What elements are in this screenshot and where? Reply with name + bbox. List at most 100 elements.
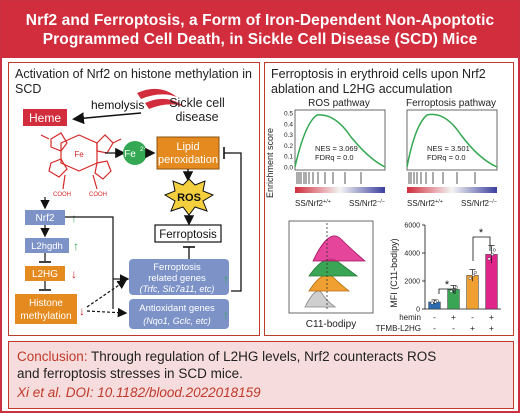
treatment-mark: +	[470, 323, 475, 333]
gsea-barcode-ros	[296, 172, 362, 184]
bar-ylabel: MFI (C11-bodipy)	[389, 238, 399, 307]
ferro-genes-label-3: (Trfc, Slc7a11, etc)	[140, 284, 215, 294]
flow-cytometry-histograms	[288, 220, 374, 314]
right-panel: Ferroptosis in erythroid cells upon Nrf2…	[264, 62, 514, 336]
l2hgdh-label: L2hgdh	[31, 241, 63, 252]
sickle-label-1: Sickle cell	[169, 96, 225, 110]
bar-tick-label: 2000	[404, 279, 420, 286]
flow-xlabel: C11-bodipy	[306, 319, 356, 330]
ferroptosis-label: Ferroptosis	[159, 229, 217, 241]
heme-label: Heme	[29, 111, 61, 125]
gsea-nes-ros: NES = 3.069	[315, 144, 358, 153]
sickle-label-2: disease	[175, 110, 218, 124]
data-point	[487, 257, 491, 261]
conclusion-lead: Conclusion:	[17, 349, 88, 364]
fe-center-label: Fe	[74, 150, 84, 159]
gsea-curve-ros	[294, 114, 386, 168]
histone-dashed-arrow-1	[86, 279, 127, 308]
bar-chart-bars	[428, 245, 498, 310]
data-point	[473, 270, 477, 275]
right-panel-title: Ferroptosis in erythroid cells upon Nrf2…	[271, 67, 486, 97]
gsea-tick-label: 0.1	[284, 154, 293, 161]
citation: Xi et al. DOI: 10.1182/blood.2022018159	[17, 385, 261, 400]
heme-structure-icon	[40, 132, 122, 190]
inhibition-line-lipid	[231, 152, 242, 292]
gsea-tick-label: 0.2	[284, 143, 293, 150]
nrf2-box	[25, 210, 65, 225]
gsea-rank-bar-ros	[295, 187, 385, 193]
cooh-label-2: COOH	[89, 192, 107, 198]
nrf2-up-arrow-icon: ↑	[71, 211, 77, 225]
gsea-rank-bar-ferroptosis	[407, 187, 497, 193]
ferro-genes-label-2: related genes	[148, 273, 206, 284]
gsea-plot-ros-frame	[294, 109, 386, 171]
significance-star-2: *	[479, 227, 484, 239]
l2hg-down-arrow-icon: ↓	[71, 267, 77, 281]
data-point	[471, 273, 475, 277]
treatment-mark: -	[433, 312, 436, 322]
l2hgdh-up-arrow-icon: ↑	[73, 239, 79, 253]
treatment-mark: -	[452, 323, 455, 333]
gsea-tick-label: 0.5	[284, 111, 293, 118]
results-figure: Enrichment score 0.5 0.4 0.3 0.2 0.1 0.0 ROS …	[265, 98, 501, 333]
antiox-label-2: (Nqo1, Gclc, etc)	[143, 316, 211, 326]
lipid-label-1: Lipid	[176, 141, 199, 153]
treatment-mark: +	[489, 312, 494, 322]
right-title-line-2: ablation and L2HG accumulation	[271, 82, 453, 96]
nrf2-to-genes-line	[65, 216, 114, 309]
left-panel-title: Activation of Nrf2 on histone methylatio…	[15, 67, 252, 97]
left-panel: Activation of Nrf2 on histone methylatio…	[8, 62, 260, 336]
histone-methylation-box	[15, 294, 77, 324]
conclusion-text-1: Through regulation of L2HG levels, Nrf2 …	[87, 349, 437, 364]
data-point	[430, 301, 434, 305]
significance-star-1: *	[445, 279, 450, 291]
hemolysis-label: hemolysis	[91, 98, 144, 112]
histone-down-arrow-icon: ↓	[79, 304, 85, 318]
data-point	[490, 252, 494, 256]
gsea-y-ticks: 0.5 0.4 0.3 0.2 0.1 0.0	[284, 111, 293, 172]
l2hg-box	[25, 266, 65, 281]
ros-label: ROS	[177, 192, 201, 204]
histone-label-2: methylation	[20, 311, 71, 322]
gsea-fdr-ros: FDRq = 0.0	[315, 153, 354, 162]
treatment-mark: +	[489, 323, 494, 333]
conclusion-line-1: Conclusion: Through regulation of L2HG l…	[17, 348, 505, 365]
gsea-fdr-ferroptosis: FDRq = 0.0	[427, 153, 466, 162]
gsea-title-ros: ROS pathway	[308, 98, 370, 109]
ferro-genes-up-arrow-icon: ↑	[223, 272, 229, 286]
ferroptosis-box	[154, 224, 222, 243]
histone-dashed-arrow-2	[86, 307, 128, 318]
left-title-line-2: SCD	[15, 82, 42, 96]
gsea-right-label-ros: SS/Nrf2−/−	[349, 199, 385, 208]
antiox-label-1: Antioxidant genes	[139, 303, 215, 314]
conclusion-line-2: and ferroptosis stresses in SCD mice.	[17, 366, 243, 381]
gsea-title-ferroptosis: Ferroptosis pathway	[406, 98, 496, 109]
ferro-genes-label-1: Ferroptosis	[153, 262, 201, 273]
gsea-right-label-ferroptosis: SS/Nrf2−/−	[461, 199, 497, 208]
treatment-mark: +	[451, 312, 456, 322]
bar-tick-label: 4000	[404, 251, 420, 258]
significance-brackets	[438, 236, 491, 294]
gsea-nes-ferroptosis: NES = 3.501	[427, 144, 470, 153]
gsea-left-label-ros: SS/Nrf2+/+	[295, 199, 331, 208]
histogram-pink	[312, 235, 367, 262]
treatment-row-label: TFMB-L2HG	[376, 324, 421, 333]
fe-label: Fe	[124, 149, 136, 160]
antioxidant-genes-box	[129, 299, 229, 329]
title-bar: Nrf2 and Ferroptosis, a Form of Iron-Dep…	[2, 2, 518, 58]
l2hgdh-box	[25, 238, 69, 253]
data-point	[449, 289, 453, 293]
histone-label-1: Histone	[29, 298, 63, 309]
right-title-line-1: Ferroptosis in erythroid cells upon Nrf2	[271, 67, 486, 81]
gsea-tick-label: 0.0	[284, 165, 293, 172]
ferroptosis-genes-box	[129, 259, 229, 295]
cooh-label-1: COOH	[53, 192, 71, 198]
fe2-circle	[123, 141, 147, 165]
conclusion-box: Conclusion: Through regulation of L2HG l…	[8, 341, 514, 409]
l2hg-label: L2HG	[32, 269, 58, 280]
histogram-orange	[308, 274, 351, 292]
data-point	[454, 285, 458, 290]
treatment-rows: hemin - + - +TFMB-L2HG - - + +	[376, 312, 494, 333]
title-line-1: Nrf2 and Ferroptosis, a Form of Iron-Dep…	[25, 12, 495, 29]
